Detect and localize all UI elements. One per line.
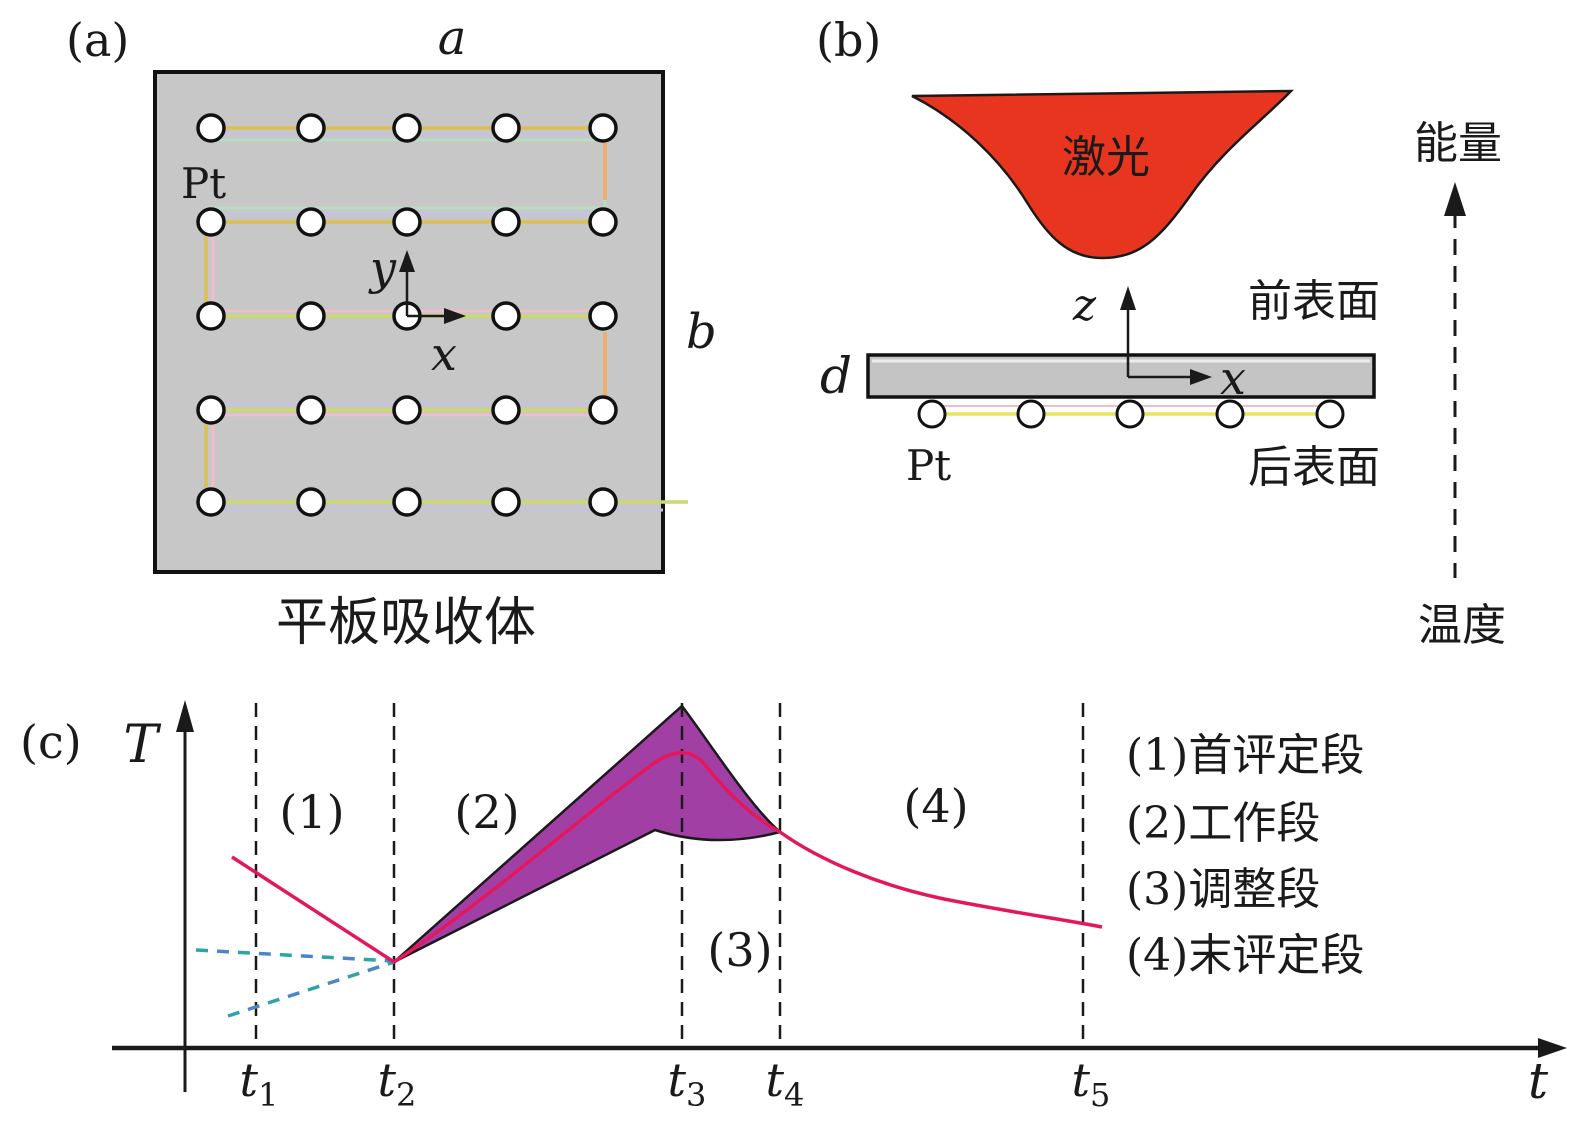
- energy-label: 能量: [1414, 118, 1502, 169]
- T-axis-label: T: [123, 715, 161, 775]
- tick-labels: t 1 t 2 t 3 t 4 t 5: [240, 1053, 1111, 1114]
- y-axis-arrow-icon: [399, 250, 415, 272]
- tick-t1: t: [240, 1053, 259, 1107]
- tick-t3-sub: 3: [686, 1076, 706, 1114]
- z-axis-label: z: [1072, 280, 1097, 331]
- tick-t5: t: [1072, 1053, 1091, 1107]
- y-axis-label-a: y: [368, 241, 397, 295]
- T-axis-arrow-icon: [176, 700, 194, 732]
- extrapolation-lower-teal: [227, 960, 395, 1018]
- laser-beam-shape: [911, 89, 1294, 260]
- xy-axes: y x: [368, 241, 466, 381]
- dimension-a-label: a: [438, 10, 467, 66]
- extrapolation-lower-blue: [227, 960, 395, 1018]
- tick-t4-sub: 4: [784, 1076, 804, 1114]
- curve-segment-2-3: [393, 751, 781, 964]
- legend: (1)首评定段 (2)工作段 (3)调整段 (4)末评定段: [1126, 730, 1364, 981]
- extrapolation-lines: [195, 948, 395, 1018]
- x-axis-arrow-icon: [444, 308, 466, 324]
- thickness-d-label: d: [820, 347, 852, 405]
- region-1-label: (1): [279, 785, 344, 839]
- panel-c: (c) T t (1): [20, 700, 1567, 1114]
- curve-segment-4: [778, 830, 1103, 929]
- region-3-label: (3): [707, 923, 772, 977]
- zx-axes: z x: [1072, 280, 1246, 405]
- pt-label-b: Pt: [906, 441, 951, 490]
- t-axis-arrow-icon: [1538, 1038, 1567, 1058]
- z-axis-arrow-icon: [1120, 286, 1136, 310]
- x-axis-arrow-b-icon: [1190, 369, 1212, 385]
- tick-t4: t: [766, 1053, 785, 1107]
- temperature-curve: [231, 751, 1103, 964]
- dimension-b-label: b: [686, 304, 717, 360]
- segment-boundaries: [254, 703, 1085, 1048]
- front-surface-label: 前表面: [1248, 276, 1380, 327]
- energy-temperature-arrow: 能量 温度: [1414, 118, 1506, 651]
- temperature-label: 温度: [1418, 600, 1506, 651]
- panel-a-caption: 平板吸收体: [276, 593, 536, 653]
- tick-t2: t: [378, 1053, 397, 1107]
- curve-segment-1: [231, 855, 395, 964]
- x-axis-label-b: x: [1220, 351, 1246, 405]
- legend-item-3: (3)调整段: [1126, 864, 1320, 915]
- tick-t5-sub: 5: [1090, 1076, 1110, 1114]
- panel-b: (b) 激光 前表面 d z x Pt 后表面 能量: [816, 13, 1506, 651]
- laser-label: 激光: [1062, 132, 1150, 183]
- pt-label-a: Pt: [181, 159, 226, 208]
- panel-a-tag: (a): [66, 13, 129, 67]
- t-axis-label: t: [1528, 1052, 1549, 1110]
- legend-item-1: (1)首评定段: [1126, 730, 1364, 781]
- x-axis-label-a: x: [431, 327, 457, 381]
- legend-item-4: (4)末评定段: [1126, 930, 1364, 981]
- panel-a: (a) a b: [66, 10, 717, 653]
- up-arrow-icon: [1444, 182, 1466, 216]
- panel-c-tag: (c): [20, 715, 82, 769]
- region-4-label: (4): [903, 779, 968, 833]
- tick-t1-sub: 1: [258, 1076, 278, 1114]
- panel-b-tag: (b): [816, 13, 881, 67]
- region-2-label: (2): [454, 785, 519, 839]
- legend-item-2: (2)工作段: [1126, 798, 1320, 849]
- back-surface-label: 后表面: [1248, 442, 1380, 493]
- sensor-row-b: [917, 399, 1345, 429]
- tick-t3: t: [668, 1053, 687, 1107]
- tick-t2-sub: 2: [396, 1076, 416, 1114]
